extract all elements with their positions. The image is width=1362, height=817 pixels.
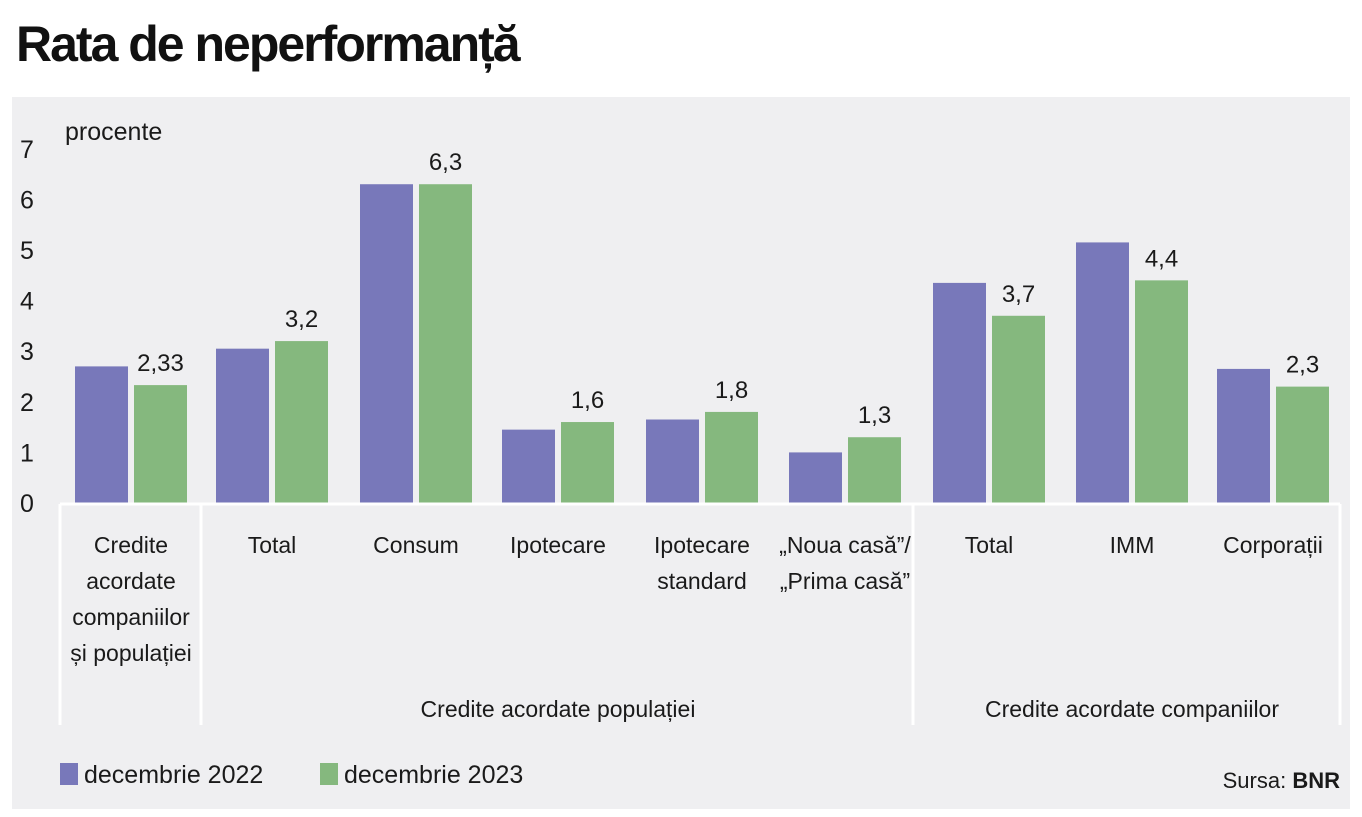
y-tick-label: 6 <box>20 186 34 214</box>
bar-2022 <box>216 348 269 503</box>
bar-2022 <box>1217 368 1270 503</box>
data-label: 2,3 <box>1286 352 1319 379</box>
bar-2022 <box>502 429 555 503</box>
data-label: 3,7 <box>1002 281 1035 308</box>
bar-2023 <box>275 341 328 503</box>
category-label: „Noua casă”/ <box>779 532 911 558</box>
bar-2022 <box>1076 242 1129 503</box>
category-label: Ipotecare <box>510 532 606 558</box>
category-label: Consum <box>373 532 459 558</box>
data-label: 1,3 <box>858 402 891 429</box>
legend-swatch <box>60 763 78 785</box>
bar-2023 <box>705 411 758 503</box>
category-label: IMM <box>1110 532 1155 558</box>
bar-2022 <box>360 184 413 503</box>
y-tick-label: 2 <box>20 389 34 417</box>
y-axis-unit-label: procente <box>65 118 162 146</box>
chart-title: Rata de neperformanță <box>16 16 521 72</box>
bar-2023 <box>1135 280 1188 503</box>
category-label: „Prima casă” <box>780 568 910 594</box>
category-label: Total <box>965 532 1014 558</box>
category-label: Ipotecare <box>654 532 750 558</box>
data-label: 3,2 <box>285 306 318 333</box>
y-tick-label: 1 <box>20 439 34 467</box>
category-label: companiilor <box>72 604 190 630</box>
bar-2023 <box>561 422 614 503</box>
bar-2022 <box>646 419 699 503</box>
bar-2023 <box>848 437 901 503</box>
data-label: 1,6 <box>571 387 604 414</box>
y-tick-label: 7 <box>20 136 34 164</box>
data-label: 4,4 <box>1145 245 1178 272</box>
group-label: Credite acordate companiilor <box>985 696 1279 722</box>
source-note: Sursa: BNR <box>1223 768 1340 793</box>
bar-2023 <box>419 184 472 503</box>
source-name: BNR <box>1292 768 1340 793</box>
data-label: 2,33 <box>137 350 184 377</box>
category-label: și populației <box>70 640 191 666</box>
bar-2023 <box>992 315 1045 503</box>
category-label: Corporații <box>1223 532 1323 558</box>
y-tick-label: 0 <box>20 490 34 518</box>
bar-2023 <box>1276 386 1329 503</box>
bar-2022 <box>789 452 842 503</box>
y-tick-label: 4 <box>20 288 34 316</box>
source-prefix: Sursa: <box>1223 768 1293 793</box>
category-label: Total <box>248 532 297 558</box>
legend-swatch <box>320 763 338 785</box>
data-label: 6,3 <box>429 149 462 176</box>
category-label: standard <box>657 568 747 594</box>
legend-label: decembrie 2022 <box>84 761 263 789</box>
group-label: Credite acordate populației <box>421 696 696 722</box>
data-label: 1,8 <box>715 377 748 404</box>
bar-2023 <box>134 385 187 503</box>
category-label: Credite <box>94 532 168 558</box>
bar-2022 <box>933 282 986 503</box>
y-tick-label: 5 <box>20 237 34 265</box>
y-tick-label: 3 <box>20 338 34 366</box>
category-label: acordate <box>86 568 176 594</box>
legend-label: decembrie 2023 <box>344 761 523 789</box>
bar-2022 <box>75 366 128 503</box>
